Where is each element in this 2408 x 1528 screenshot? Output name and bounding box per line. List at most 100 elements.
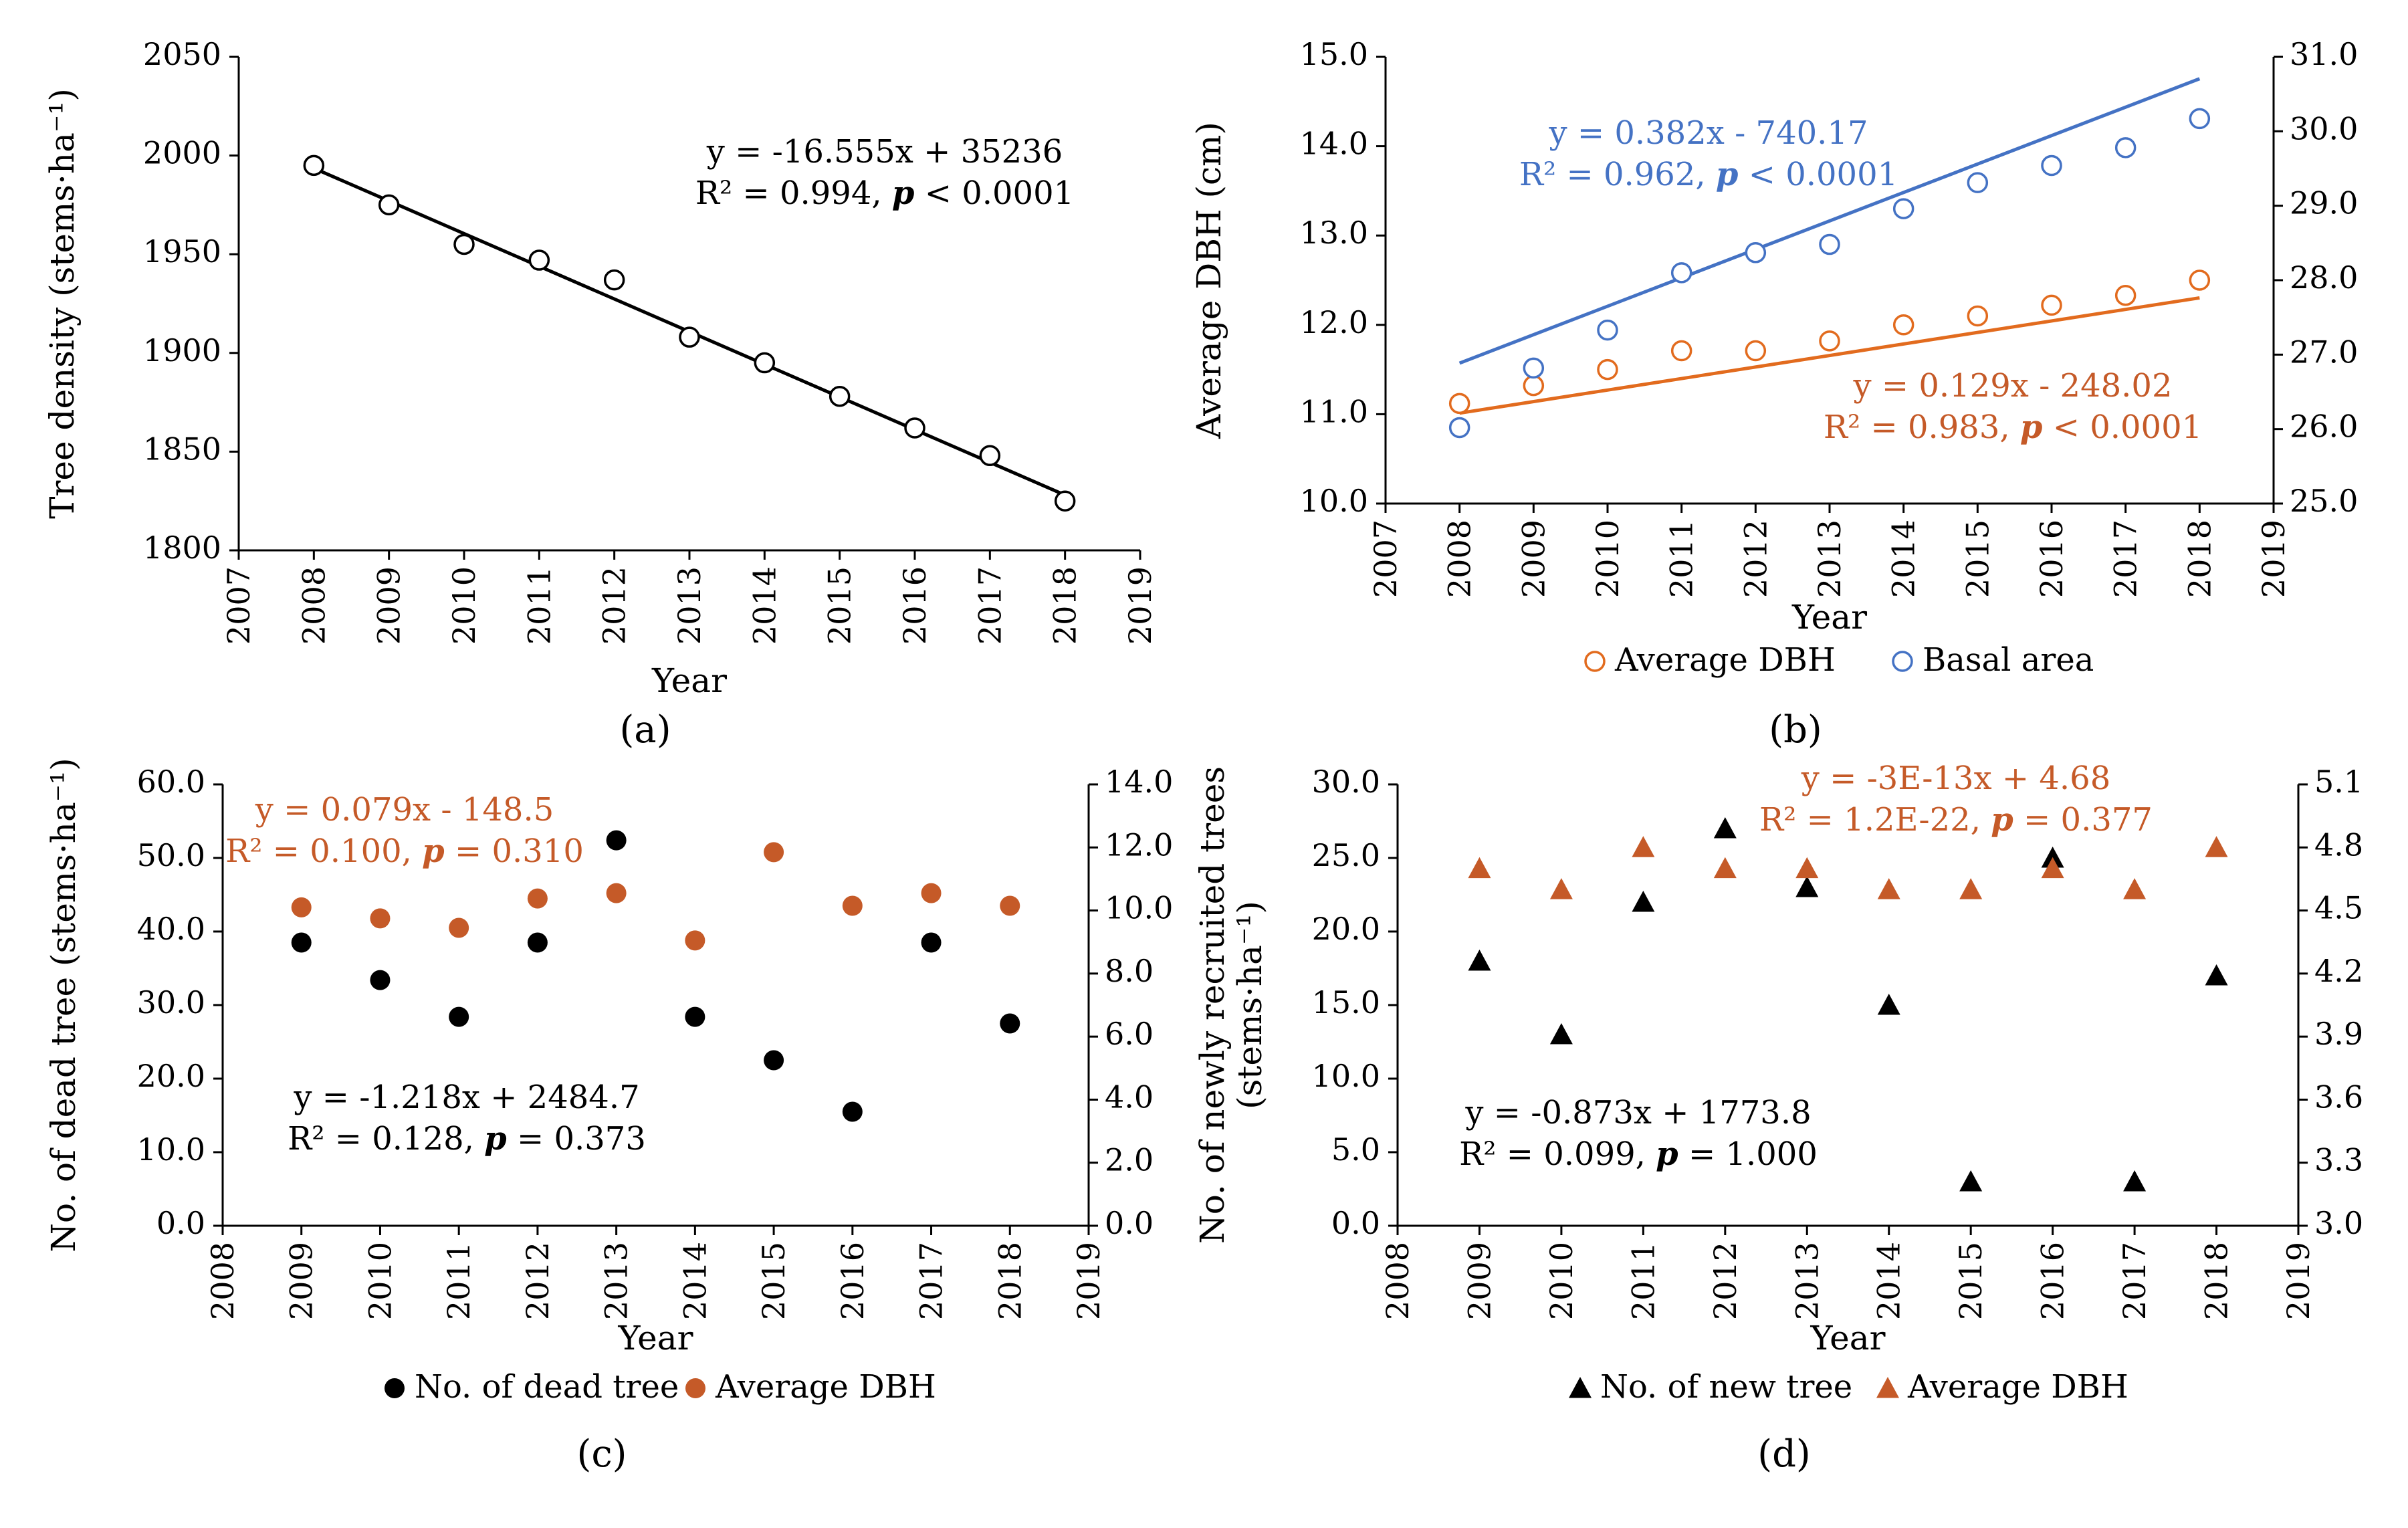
x-tick-label: 2012 <box>520 1242 556 1320</box>
data-point <box>1632 891 1655 912</box>
chart-panel-b: 10.0 11.0 12.0 13.0 14.0 15.0 25.0 26.0 27.0 28.0… <box>1190 36 2358 752</box>
x-tick-label: 2010 <box>362 1242 398 1320</box>
data-point <box>1877 878 1900 899</box>
r2-label-p: p <box>2020 409 2043 446</box>
x-tick-label: 2017 <box>2108 520 2144 598</box>
y2-tick-label: 3.9 <box>2314 1016 2363 1052</box>
y2-tick-label: 30.0 <box>2290 110 2358 146</box>
x-tick-label: 2007 <box>221 566 257 645</box>
x-tick-label: 2009 <box>284 1242 320 1320</box>
data-point <box>1523 374 1545 397</box>
y2-tick-label: 4.2 <box>2314 953 2363 989</box>
x-tick-label: 2016 <box>835 1242 871 1320</box>
data-point <box>1959 1170 1983 1192</box>
x-tick-label: 2014 <box>746 566 782 645</box>
equation-label: y = 0.382x - 740.17 <box>1548 114 1868 152</box>
chart-panel-c: 0.0 10.0 20.0 30.0 40.0 50.0 60.0 0.0 2.0 4.0 6.0 8… <box>44 758 1173 1476</box>
equation-label: y = -1.218x + 2484.7 <box>293 1079 639 1116</box>
y-tick-label: 50.0 <box>137 837 205 873</box>
y2-tick-label: 0.0 <box>1105 1205 1154 1241</box>
data-point <box>2041 294 2062 316</box>
y2-tick-label: 2.0 <box>1105 1142 1154 1178</box>
data-point <box>842 1101 863 1122</box>
legend-label: Average DBH <box>1907 1368 2128 1406</box>
data-point <box>921 932 942 953</box>
y-tick-label: 15.0 <box>1300 36 1368 72</box>
x-tick-label: 2008 <box>1380 1242 1416 1320</box>
y2-tick-label: 14.0 <box>1105 764 1173 800</box>
y2-tick-label: 28.0 <box>2290 259 2358 296</box>
data-point <box>606 883 627 903</box>
y2-tick-label: 3.3 <box>2314 1142 2363 1178</box>
data-point <box>2189 269 2211 291</box>
data-point <box>1468 950 1491 971</box>
x-tick-label: 2017 <box>972 566 1008 645</box>
data-point <box>685 1006 705 1027</box>
data-point <box>904 417 925 439</box>
series-0 <box>303 154 1076 512</box>
r2-label-p: p <box>484 1120 507 1158</box>
r2-label-part: R² = 1.2E-22, <box>1759 801 1991 839</box>
y-tick-label: 10.0 <box>1300 483 1368 519</box>
y2-tick-label: 26.0 <box>2290 409 2358 445</box>
data-point <box>1597 358 1618 380</box>
x-tick-label: 2007 <box>1367 520 1404 598</box>
data-point <box>378 194 400 216</box>
data-point <box>370 908 391 929</box>
y2-tick-label: 4.8 <box>2314 827 2363 863</box>
y-axis-title: No. of dead tree (stems·ha⁻¹) <box>44 758 83 1252</box>
legend-label: No. of dead tree <box>415 1368 679 1406</box>
data-point <box>2205 836 2228 857</box>
data-point <box>527 888 548 909</box>
x-tick-label: 2010 <box>446 566 482 645</box>
legend-marker <box>685 1378 705 1398</box>
data-point <box>449 917 469 938</box>
x-tick-label: 2008 <box>296 566 332 645</box>
legend-marker <box>1569 1377 1592 1398</box>
x-tick-label: 2019 <box>2256 520 2292 598</box>
r2-label: R² = 0.128, p = 0.373 <box>288 1120 646 1158</box>
x-axis-title: Year <box>651 661 727 700</box>
y2-tick-label: 3.6 <box>2314 1079 2363 1115</box>
data-point <box>842 895 863 916</box>
data-point <box>1632 836 1655 857</box>
trend-line-1 <box>1458 77 2201 365</box>
series-0 <box>291 830 1020 1122</box>
data-point <box>2041 857 2064 879</box>
trend-line-0 <box>1459 296 2200 415</box>
data-point <box>449 1006 469 1027</box>
data-point <box>1597 319 1618 341</box>
x-tick-label: 2010 <box>1543 1242 1579 1320</box>
y-tick-label: 14.0 <box>1300 126 1368 162</box>
data-point <box>1819 233 1840 255</box>
series-1 <box>1468 836 2228 899</box>
data-point <box>1670 262 1692 284</box>
y-tick-label: 15.0 <box>1312 984 1380 1020</box>
data-point <box>1713 817 1737 839</box>
y2-tick-label: 3.0 <box>2314 1205 2363 1241</box>
series-1 <box>1448 108 2211 439</box>
y2-tick-label: 4.5 <box>2314 890 2363 926</box>
data-point <box>921 883 942 903</box>
x-tick-label: 2015 <box>756 1242 792 1320</box>
r2-label-part: R² = 0.099, <box>1459 1135 1656 1173</box>
x-tick-label: 2016 <box>2034 520 2070 598</box>
x-tick-label: 2013 <box>671 566 707 645</box>
x-tick-label: 2014 <box>677 1242 713 1320</box>
legend-marker <box>1892 651 1913 672</box>
y-tick-label: 30.0 <box>1312 764 1380 800</box>
data-point <box>1745 340 1767 362</box>
r2-label: R² = 0.100, p = 0.310 <box>225 833 584 870</box>
r2-label-part: < 0.0001 <box>914 175 1074 212</box>
series-1 <box>291 842 1020 951</box>
data-point <box>1670 340 1692 362</box>
x-tick-label: 2011 <box>1625 1242 1661 1320</box>
y-tick-label: 0.0 <box>1331 1205 1380 1241</box>
data-point <box>1795 876 1819 897</box>
x-tick-label: 2012 <box>1707 1242 1743 1320</box>
y-axis-title: Tree density (stems·ha⁻¹) <box>43 88 82 519</box>
legend-marker <box>385 1378 405 1398</box>
y-tick-label: 20.0 <box>1312 911 1380 947</box>
data-point <box>2041 154 2062 177</box>
